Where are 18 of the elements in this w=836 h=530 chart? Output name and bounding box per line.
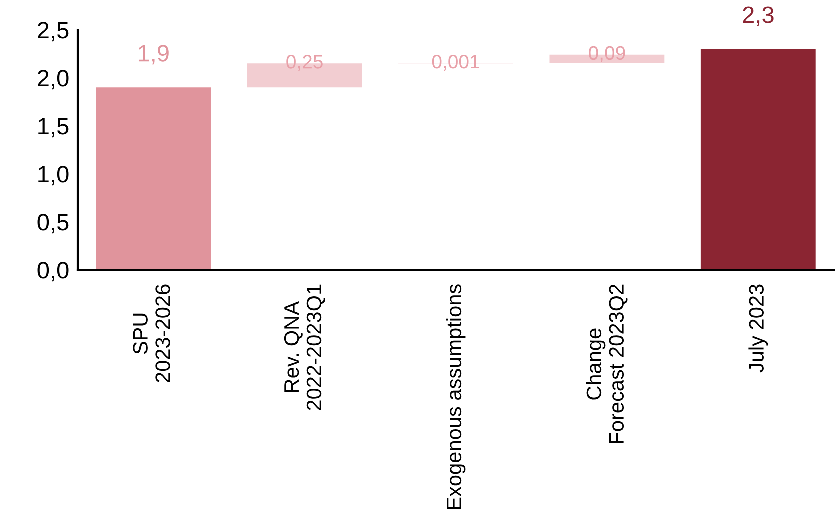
- y-tick-label: 0,0: [38, 262, 69, 282]
- data-label: 0,25: [286, 55, 323, 72]
- bar: [700, 49, 816, 270]
- x-tick-label: SPU 2023-2026: [133, 284, 170, 382]
- y-tick-label: 2,5: [38, 22, 69, 42]
- y-tick-label: 2,0: [38, 70, 69, 90]
- data-label: 1,9: [138, 45, 169, 65]
- x-tick-label: July 2023: [748, 284, 768, 373]
- bar: [96, 88, 212, 270]
- data-label: 0,001: [432, 54, 480, 72]
- y-tick-label: 1,0: [38, 166, 69, 186]
- y-tick-label: 0,5: [38, 214, 69, 234]
- data-label: 0,09: [589, 46, 626, 62]
- y-tick-label: 1,5: [38, 118, 69, 138]
- x-tick-label: Change Forecast 2023Q2: [586, 284, 628, 444]
- x-tick-label: Rev. QNA 2022-2023Q1: [284, 284, 326, 410]
- x-tick-label: Exogenous assumptions: [446, 284, 466, 510]
- data-label: 2,3: [743, 6, 774, 26]
